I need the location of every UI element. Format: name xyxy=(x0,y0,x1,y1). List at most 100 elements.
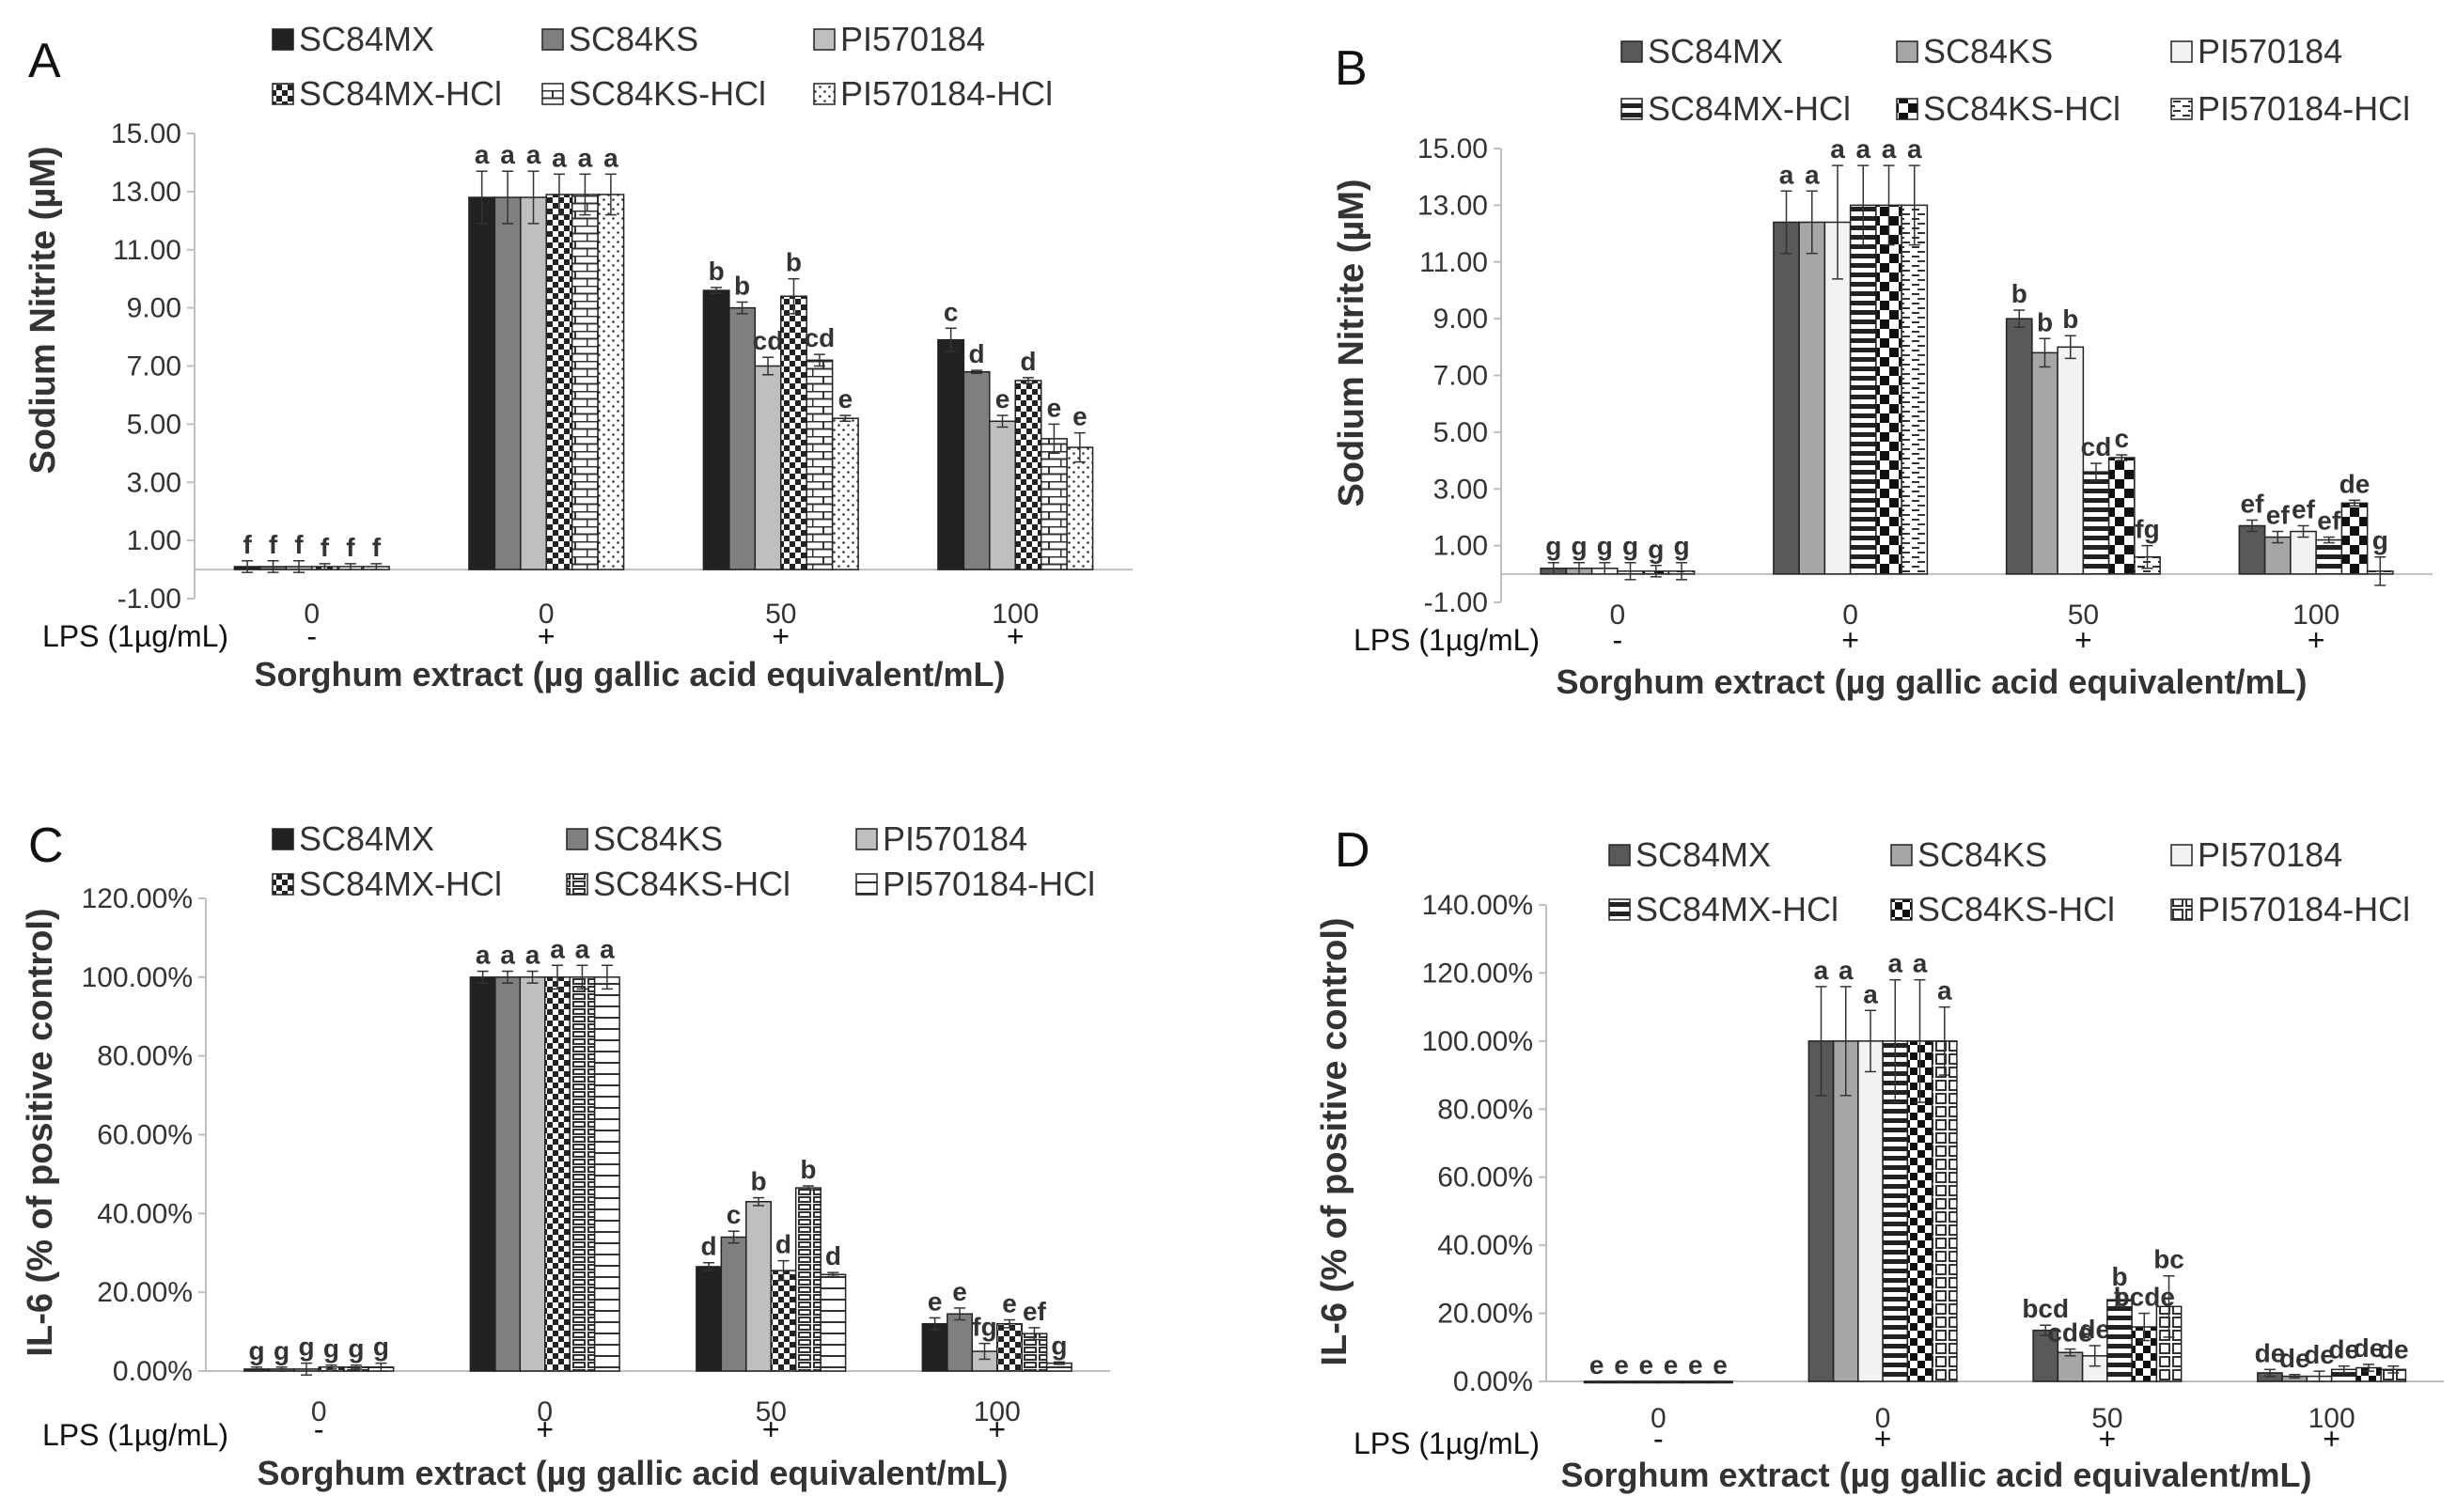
significance-label: b xyxy=(2062,304,2078,334)
bar-d-s1-c2 xyxy=(2057,1351,2084,1382)
x-tick-label: 0 xyxy=(1610,600,1626,631)
significance-label: a xyxy=(525,941,540,970)
y-tick-label: 11.00 xyxy=(1419,247,1488,278)
significance-label: e xyxy=(1002,1289,1017,1318)
bar-b-s2-c3 xyxy=(2290,530,2317,575)
y-tick-label: 80.00% xyxy=(97,1041,193,1072)
legend-label: PI570184-HCl xyxy=(2198,89,2410,128)
panel-letter: C xyxy=(28,818,64,873)
significance-label: de xyxy=(2328,1335,2359,1364)
legend-swatch xyxy=(566,828,588,850)
bar-a-s2-c3 xyxy=(989,420,1017,570)
lps-sign: + xyxy=(2323,1422,2340,1456)
x-tick-label: 0 xyxy=(1842,600,1858,631)
x-tick-label: 100 xyxy=(2308,1403,2355,1434)
legend-label: SC84MX-HCl xyxy=(299,74,502,113)
y-tick-label: -1.00 xyxy=(117,584,181,615)
significance-label: f xyxy=(294,530,304,559)
legend-label: SC84MX xyxy=(299,20,434,58)
bar-c-s0-c2 xyxy=(696,1266,723,1372)
significance-label: d xyxy=(701,1232,717,1261)
bar-a-s1-c1 xyxy=(493,196,522,570)
lps-sign: - xyxy=(1653,1422,1664,1456)
legend-label: PI570184 xyxy=(2198,835,2342,874)
x-tick-label: 0 xyxy=(537,1396,553,1427)
significance-label: f xyxy=(346,533,355,562)
significance-label: a xyxy=(1907,134,1922,164)
significance-label: cd xyxy=(805,323,836,352)
bar-a-s0-c2 xyxy=(702,289,730,570)
panel-a: A SC84MX SC84KS PI570184 SC84MX-HCl SC84KS-HC… xyxy=(23,20,1133,694)
significance-label: c xyxy=(727,1200,742,1229)
y-tick-label: 11.00 xyxy=(113,235,181,266)
significance-label: g xyxy=(1597,532,1613,561)
bar-b-s1-c1 xyxy=(1798,221,1826,575)
legend-label: PI570184-HCl xyxy=(2198,890,2410,928)
bar-c-s1-c3 xyxy=(947,1313,974,1372)
lps-label: LPS (1µg/mL) xyxy=(42,619,228,653)
y-tick-label: 9.00 xyxy=(127,293,181,324)
y-tick-label: 9.00 xyxy=(1433,304,1488,335)
bar-c-s1-c1 xyxy=(494,976,522,1372)
lps-sign: + xyxy=(1841,623,1859,657)
lps-label: LPS (1µg/mL) xyxy=(42,1418,228,1452)
significance-label: bcd xyxy=(2022,1294,2069,1323)
significance-label: b xyxy=(750,1167,766,1196)
significance-label: e xyxy=(952,1277,967,1306)
legend-swatch xyxy=(272,28,294,51)
bar-a-s3-c2 xyxy=(780,295,807,570)
significance-label: e xyxy=(838,384,853,413)
x-tick-label: 0 xyxy=(1651,1403,1667,1434)
significance-label: e xyxy=(928,1286,943,1316)
bar-c-s4-c3 xyxy=(1021,1333,1048,1372)
bar-a-s4-c3 xyxy=(1040,438,1068,570)
bar-c-s3-c1 xyxy=(544,976,571,1372)
bar-a-s1-c2 xyxy=(728,306,757,570)
y-tick-label: 100.00% xyxy=(82,962,193,993)
x-tick-label: 0 xyxy=(539,599,555,630)
bar-a-s5-c1 xyxy=(597,194,625,570)
bar-b-s3-c1 xyxy=(1849,204,1877,575)
significance-label: d xyxy=(1020,347,1036,376)
legend-swatch xyxy=(566,873,588,896)
x-tick-label: 0 xyxy=(311,1396,327,1427)
significance-label: e xyxy=(1688,1350,1703,1380)
significance-label: ef xyxy=(2241,489,2265,518)
bar-b-s1-c3 xyxy=(2263,536,2292,575)
significance-label: a xyxy=(1913,949,1928,978)
bar-b-s3-c2 xyxy=(2082,471,2110,575)
significance-label: a xyxy=(1805,160,1820,189)
legend-label: SC84KS-HCl xyxy=(593,865,790,903)
legend-swatch xyxy=(1620,40,1643,63)
x-tick-label: 100 xyxy=(2293,600,2340,631)
y-tick-label: 15.00 xyxy=(111,118,181,149)
bar-b-s4-c2 xyxy=(2107,457,2136,575)
significance-label: ef xyxy=(2266,501,2291,530)
legend-swatch xyxy=(541,83,564,105)
significance-label: e xyxy=(1589,1350,1604,1380)
y-tick-label: 5.00 xyxy=(1433,417,1488,448)
legend-label: SC84KS xyxy=(593,819,723,858)
legend-swatch xyxy=(2170,844,2193,866)
bar-c-s5-c2 xyxy=(820,1273,847,1372)
bar-a-s5-c2 xyxy=(831,417,859,570)
legend-label: SC84MX-HCl xyxy=(1648,89,1851,128)
significance-label: fg xyxy=(972,1313,996,1342)
significance-label: b xyxy=(2037,307,2053,336)
lps-sign: + xyxy=(1874,1422,1892,1456)
y-axis-title: IL-6 (% of positive control) xyxy=(1315,917,1354,1365)
significance-label: e xyxy=(1614,1350,1629,1380)
y-tick-label: 3.00 xyxy=(1433,474,1488,505)
x-axis-title: Sorghum extract (µg gallic acid equivale… xyxy=(255,655,1006,694)
y-axis-title: IL-6 (% of positive control) xyxy=(21,908,60,1356)
panel-b: B SC84MX SC84KS PI570184 SC84MX-HCl SC84KS-HC… xyxy=(1332,32,2433,701)
significance-label: cde xyxy=(2047,1318,2092,1348)
y-tick-label: 80.00% xyxy=(1437,1094,1533,1125)
panel-letter: D xyxy=(1335,823,1370,878)
bar-b-s2-c2 xyxy=(2057,346,2085,575)
significance-label: e xyxy=(1072,402,1088,431)
lps-label: LPS (1µg/mL) xyxy=(1354,1426,1540,1460)
bar-b-s4-c1 xyxy=(1875,204,1902,575)
significance-label: d xyxy=(825,1241,841,1270)
